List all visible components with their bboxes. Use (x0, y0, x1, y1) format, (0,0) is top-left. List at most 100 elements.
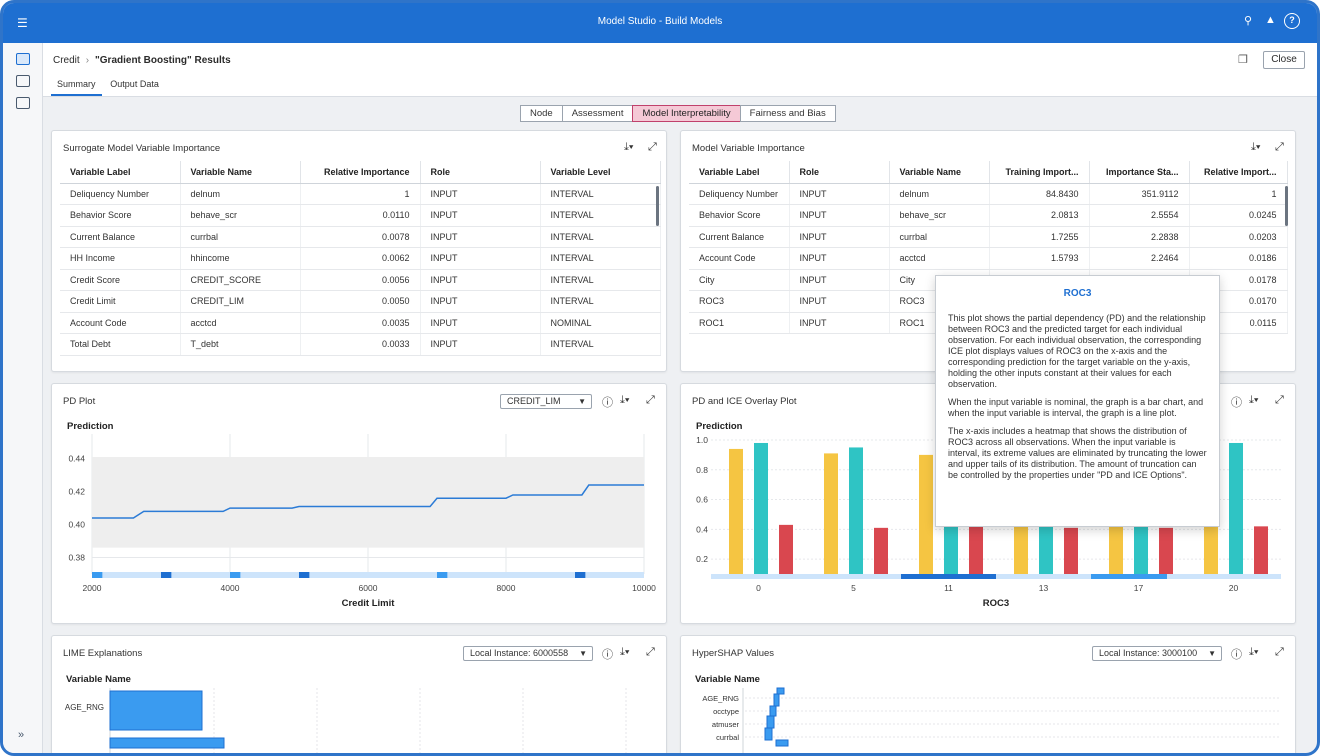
shap-bar[interactable] (775, 739, 789, 747)
ice-bar[interactable] (849, 447, 863, 574)
segment-fairness-bias[interactable]: Fairness and Bias (739, 105, 836, 122)
table-row[interactable]: HH Income hhincome 0.0062 INPUT INTERVAL (60, 247, 661, 270)
segment-model-interpretability[interactable]: Model Interpretability (632, 105, 741, 122)
info-icon[interactable]: ⓘ (602, 649, 613, 661)
y-tick-label: 0.40 (68, 520, 85, 530)
table-cell: INPUT (420, 333, 541, 356)
table-cell: 0.0050 (300, 290, 421, 313)
table-scrollbar[interactable] (656, 186, 659, 226)
info-icon[interactable]: ⓘ (1231, 397, 1242, 409)
ice-bar[interactable] (1064, 527, 1078, 574)
nav-insights-icon[interactable] (16, 97, 30, 109)
shap-panel: HyperSHAP Values Local Instance: 3000100… (680, 635, 1296, 753)
pd-chart: Prediction 0.38 0.40 0.42 0.44 2000 4000 6000 80… (67, 421, 656, 609)
table-row[interactable]: Account Code INPUT acctcd 1.5793 2.2464 0.018… (689, 247, 1288, 270)
search-icon[interactable]: ⚲ (1244, 15, 1253, 27)
ice-bar[interactable] (969, 526, 983, 574)
shap-bar[interactable] (773, 693, 780, 707)
column-header[interactable]: Relative Import... (1189, 161, 1288, 184)
table-cell: 1 (1189, 183, 1288, 205)
ice-band (92, 457, 644, 548)
app-title: Model Studio - Build Models (597, 16, 723, 27)
maximize-icon[interactable]: ⤢ (1275, 646, 1284, 658)
column-header[interactable]: Variable Label (689, 161, 790, 184)
table-scrollbar[interactable] (1285, 186, 1288, 226)
info-icon[interactable]: ⓘ (602, 397, 613, 409)
column-header[interactable]: Variable Level (540, 161, 661, 184)
maximize-icon[interactable]: ⤢ (1275, 394, 1284, 406)
ice-bar[interactable] (729, 448, 743, 574)
column-header[interactable]: Variable Name (889, 161, 990, 184)
tab-summary[interactable]: Summary (51, 79, 102, 96)
ice-bar[interactable] (874, 527, 888, 574)
ice-bar[interactable] (824, 453, 838, 574)
table-row[interactable]: Current Balance currbal 0.0078 INPUT INTERVA… (60, 226, 661, 248)
table-row[interactable]: Behavior Score behave_scr 0.0110 INPUT INTER… (60, 204, 661, 227)
local-instance-select[interactable]: Local Instance: 3000100 ▼ (1092, 646, 1222, 661)
column-header[interactable]: Importance Sta... (1089, 161, 1190, 184)
lime-bar[interactable] (109, 737, 225, 749)
x-tick-label: 10000 (632, 583, 656, 593)
table-row[interactable]: Behavior Score INPUT behave_scr 2.0813 2.555… (689, 204, 1288, 227)
table-row[interactable]: Deliquency Number delnum 1 INPUT INTERVAL (60, 183, 661, 205)
nav-pipelines-icon[interactable] (16, 53, 30, 65)
chevron-down-icon: ▼ (579, 649, 587, 658)
pd-line[interactable] (92, 484, 644, 519)
column-header[interactable]: Relative Importance (300, 161, 421, 184)
table-row[interactable]: Deliquency Number INPUT delnum 84.8430 351.9… (689, 183, 1288, 205)
ice-bar[interactable] (944, 514, 958, 574)
ice-bar[interactable] (779, 524, 793, 574)
table-row[interactable]: Account Code acctcd 0.0035 INPUT NOMINAL (60, 312, 661, 334)
table-cell: 84.8430 (989, 183, 1090, 205)
shap-bar[interactable] (776, 687, 785, 695)
ice-bar[interactable] (919, 454, 933, 574)
shap-bar[interactable] (764, 727, 773, 741)
download-icon[interactable]: ⤓▾ (624, 141, 634, 153)
download-icon[interactable]: ⤓▾ (620, 394, 630, 406)
lime-bar[interactable] (109, 690, 203, 731)
column-header[interactable]: Training Import... (989, 161, 1090, 184)
tab-output-data[interactable]: Output Data (110, 79, 159, 89)
hamburger-menu-icon[interactable]: ☰ (17, 16, 28, 30)
maximize-icon[interactable]: ⤢ (646, 394, 655, 406)
nav-data-icon[interactable] (16, 75, 30, 87)
download-icon[interactable]: ⤓▾ (1249, 394, 1259, 406)
help-icon[interactable]: ? (1284, 13, 1300, 29)
ice-bar[interactable] (1254, 526, 1268, 574)
download-icon[interactable]: ⤓▾ (1251, 141, 1261, 153)
table-row[interactable]: Credit Score CREDIT_SCORE 0.0056 INPUT INTER… (60, 269, 661, 291)
column-header[interactable]: Variable Label (60, 161, 181, 184)
table-row[interactable]: Credit Limit CREDIT_LIM 0.0050 INPUT INTERVA… (60, 290, 661, 313)
pin-icon[interactable]: ❐ (1238, 54, 1248, 66)
maximize-icon[interactable]: ⤢ (1275, 141, 1284, 153)
download-icon[interactable]: ⤓▾ (1249, 646, 1259, 658)
segment-node[interactable]: Node (520, 105, 563, 122)
maximize-icon[interactable]: ⤢ (648, 141, 657, 153)
expand-nav-icon[interactable]: » (18, 729, 25, 741)
x-tick-label: 20 (1229, 583, 1239, 593)
ice-bar[interactable] (1039, 514, 1053, 574)
column-header[interactable]: Variable Name (180, 161, 301, 184)
column-header[interactable]: Role (789, 161, 890, 184)
variable-select[interactable]: CREDIT_LIM ▼ (500, 394, 592, 409)
notifications-icon[interactable]: ▲ (1265, 14, 1276, 26)
column-header[interactable]: Role (420, 161, 541, 184)
table-cell: CREDIT_LIM (180, 290, 301, 313)
shap-bar[interactable] (769, 705, 777, 717)
ice-bar[interactable] (1134, 514, 1148, 574)
table-cell: 2.2838 (1089, 226, 1190, 248)
table-row[interactable]: Current Balance INPUT currbal 1.7255 2.2838 0… (689, 226, 1288, 248)
local-instance-select[interactable]: Local Instance: 6000558 ▼ (463, 646, 593, 661)
ice-bar[interactable] (754, 442, 768, 574)
ice-bar[interactable] (1229, 442, 1243, 574)
close-button[interactable]: Close (1263, 51, 1305, 69)
breadcrumb-root[interactable]: Credit (53, 55, 80, 66)
table-row[interactable]: Total Debt T_debt 0.0033 INPUT INTERVAL (60, 333, 661, 356)
ice-bar[interactable] (1159, 527, 1173, 574)
segment-assessment[interactable]: Assessment (561, 105, 634, 122)
info-icon[interactable]: ⓘ (1231, 649, 1242, 661)
heatmap-cell (161, 572, 172, 578)
download-icon[interactable]: ⤓▾ (620, 646, 630, 658)
shap-bar[interactable] (766, 715, 775, 729)
maximize-icon[interactable]: ⤢ (646, 646, 655, 658)
